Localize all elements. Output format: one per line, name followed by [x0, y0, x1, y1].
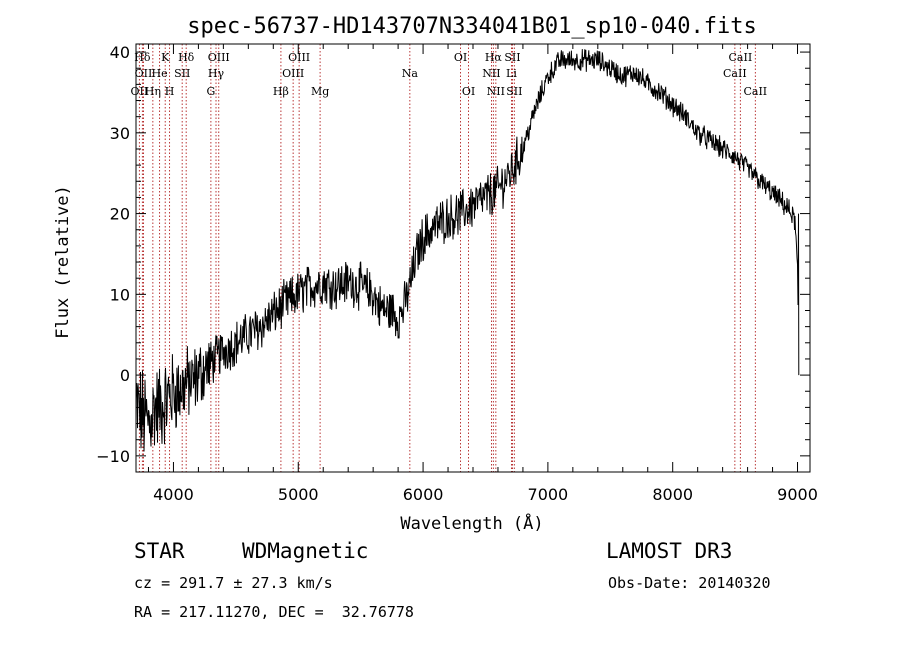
line-label: OII	[135, 67, 153, 80]
y-tick-label: 30	[110, 124, 130, 143]
line-label: Mg	[311, 85, 329, 98]
line-label: G	[206, 85, 215, 98]
object-subclass: WDMagnetic	[242, 539, 369, 563]
line-label: SII	[504, 51, 520, 64]
sky-coordinates: RA = 217.11270, DEC = 32.76778	[134, 603, 414, 621]
y-tick-label: 0	[120, 366, 130, 385]
x-tick-label: 6000	[403, 485, 444, 504]
x-tick-label: 7000	[528, 485, 569, 504]
line-label: Li	[506, 67, 517, 80]
chart-title: spec-56737-HD143707N334041B01_sp10-040.f…	[187, 14, 757, 39]
y-tick-label: 10	[110, 285, 130, 304]
line-label: OIII	[208, 51, 230, 64]
line-label: SII	[174, 67, 190, 80]
line-label: Na	[402, 67, 419, 80]
line-label: CaII	[743, 85, 767, 98]
y-axis-ticks: −10 0 10 20 30 40	[96, 43, 810, 466]
x-axis-ticks: 4000 5000 6000 7000 8000 9000	[147, 44, 818, 504]
line-label: NII	[482, 67, 500, 80]
line-label: OIII	[282, 67, 304, 80]
line-label: CaII	[723, 67, 747, 80]
x-tick-label: 9000	[777, 485, 818, 504]
line-label: OII	[131, 85, 149, 98]
line-label: Hγ	[208, 67, 225, 80]
line-label: Hδ	[134, 51, 151, 64]
line-label: Hη	[145, 85, 161, 98]
y-tick-label: 20	[110, 205, 130, 224]
x-axis-label: Wavelength (Å)	[400, 512, 543, 534]
line-label: CaII	[729, 51, 753, 64]
line-label: Hδ	[178, 51, 195, 64]
emission-line-labels: OIIHδOIIHηHeKHSIIHδGHγOIIIHβOIIIOIIIMgNa…	[131, 51, 768, 98]
object-class: STAR	[134, 539, 185, 563]
line-label: Hβ	[273, 85, 289, 98]
line-label: OI	[454, 51, 467, 64]
observation-date: Obs-Date: 20140320	[608, 574, 771, 592]
x-tick-label: 4000	[153, 485, 194, 504]
line-label: OIII	[288, 51, 310, 64]
y-tick-label: 40	[110, 43, 130, 62]
spectrum-line	[135, 49, 800, 452]
line-label: SII	[506, 85, 522, 98]
line-label: He	[152, 67, 168, 80]
line-label: H	[165, 85, 175, 98]
x-tick-label: 8000	[652, 485, 693, 504]
survey-name: LAMOST DR3	[606, 539, 733, 563]
line-label: K	[161, 51, 170, 64]
redshift-velocity: cz = 291.7 ± 27.3 km/s	[134, 574, 333, 592]
y-axis-label: Flux (relative)	[53, 185, 73, 339]
line-label: Hα	[485, 51, 503, 64]
x-tick-label: 5000	[278, 485, 319, 504]
line-label: OI	[462, 85, 475, 98]
plot-frame	[135, 43, 811, 473]
line-label: NII	[487, 85, 505, 98]
emission-line-markers	[138, 44, 756, 472]
y-tick-label: −10	[96, 447, 130, 466]
